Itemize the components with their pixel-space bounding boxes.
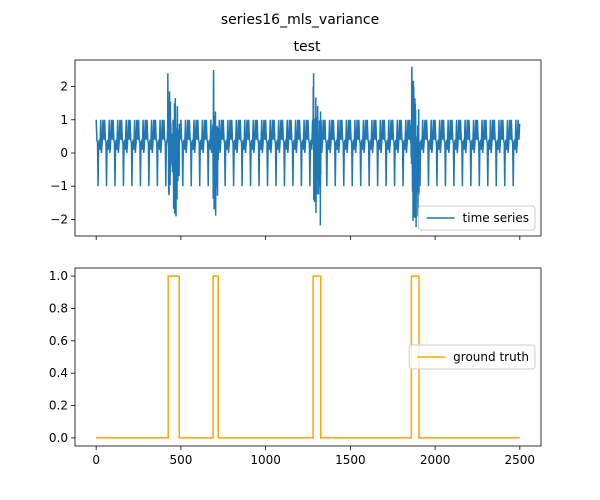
bottom-ytick-label: 0.6: [49, 334, 68, 348]
bottom-ytick-label: 0.0: [49, 431, 68, 445]
bottom-xtick-label: 2000: [420, 453, 451, 467]
top-axes-title: test: [294, 39, 321, 55]
top-ytick-label: 0: [60, 146, 68, 160]
top-ytick-label: 2: [60, 80, 68, 94]
bottom-xtick-label: 1000: [250, 453, 281, 467]
bottom-ytick-label: 0.2: [49, 399, 68, 413]
top-ytick-label: 1: [60, 113, 68, 127]
bottom-ytick-label: 0.4: [49, 366, 68, 380]
bottom-series-layer: [96, 275, 520, 439]
top-axes: test −2 −1 0 1 2 time series: [50, 39, 542, 240]
bottom-xtick-label: 1500: [335, 453, 366, 467]
time-series-line: [95, 66, 521, 228]
bottom-legend: ground truth: [408, 344, 536, 370]
figure-suptitle: series16_mls_variance: [221, 12, 379, 28]
bottom-axes-frame: [74, 267, 542, 447]
bottom-xtick-label: 500: [169, 453, 192, 467]
top-axes-frame: [74, 59, 542, 237]
bottom-ytick-label: 0.8: [49, 301, 68, 315]
ground-truth-line: [96, 275, 520, 439]
top-legend-label: time series: [463, 211, 529, 225]
top-ticks-layer: −2 −1 0 1 2: [50, 80, 521, 240]
bottom-xtick-label: 0: [92, 453, 100, 467]
bottom-ticks-layer: 0 500 1000 1500 2000 2500 0.0 0.2 0.4 0.6 0.8 1.0: [49, 269, 535, 467]
top-ytick-label: −1: [50, 179, 68, 193]
bottom-axes: 0 500 1000 1500 2000 2500 0.0 0.2 0.4 0.6 0.8 1.0 g…: [49, 267, 542, 467]
bottom-legend-label: ground truth: [453, 350, 529, 364]
bottom-ytick-label: 1.0: [49, 269, 68, 283]
bottom-xtick-label: 2500: [505, 453, 536, 467]
bottom-legend-box: [408, 344, 536, 370]
top-series-layer: [95, 66, 521, 228]
top-legend-box: [418, 205, 536, 231]
top-ytick-label: −2: [50, 212, 68, 226]
top-legend: time series: [418, 205, 536, 231]
